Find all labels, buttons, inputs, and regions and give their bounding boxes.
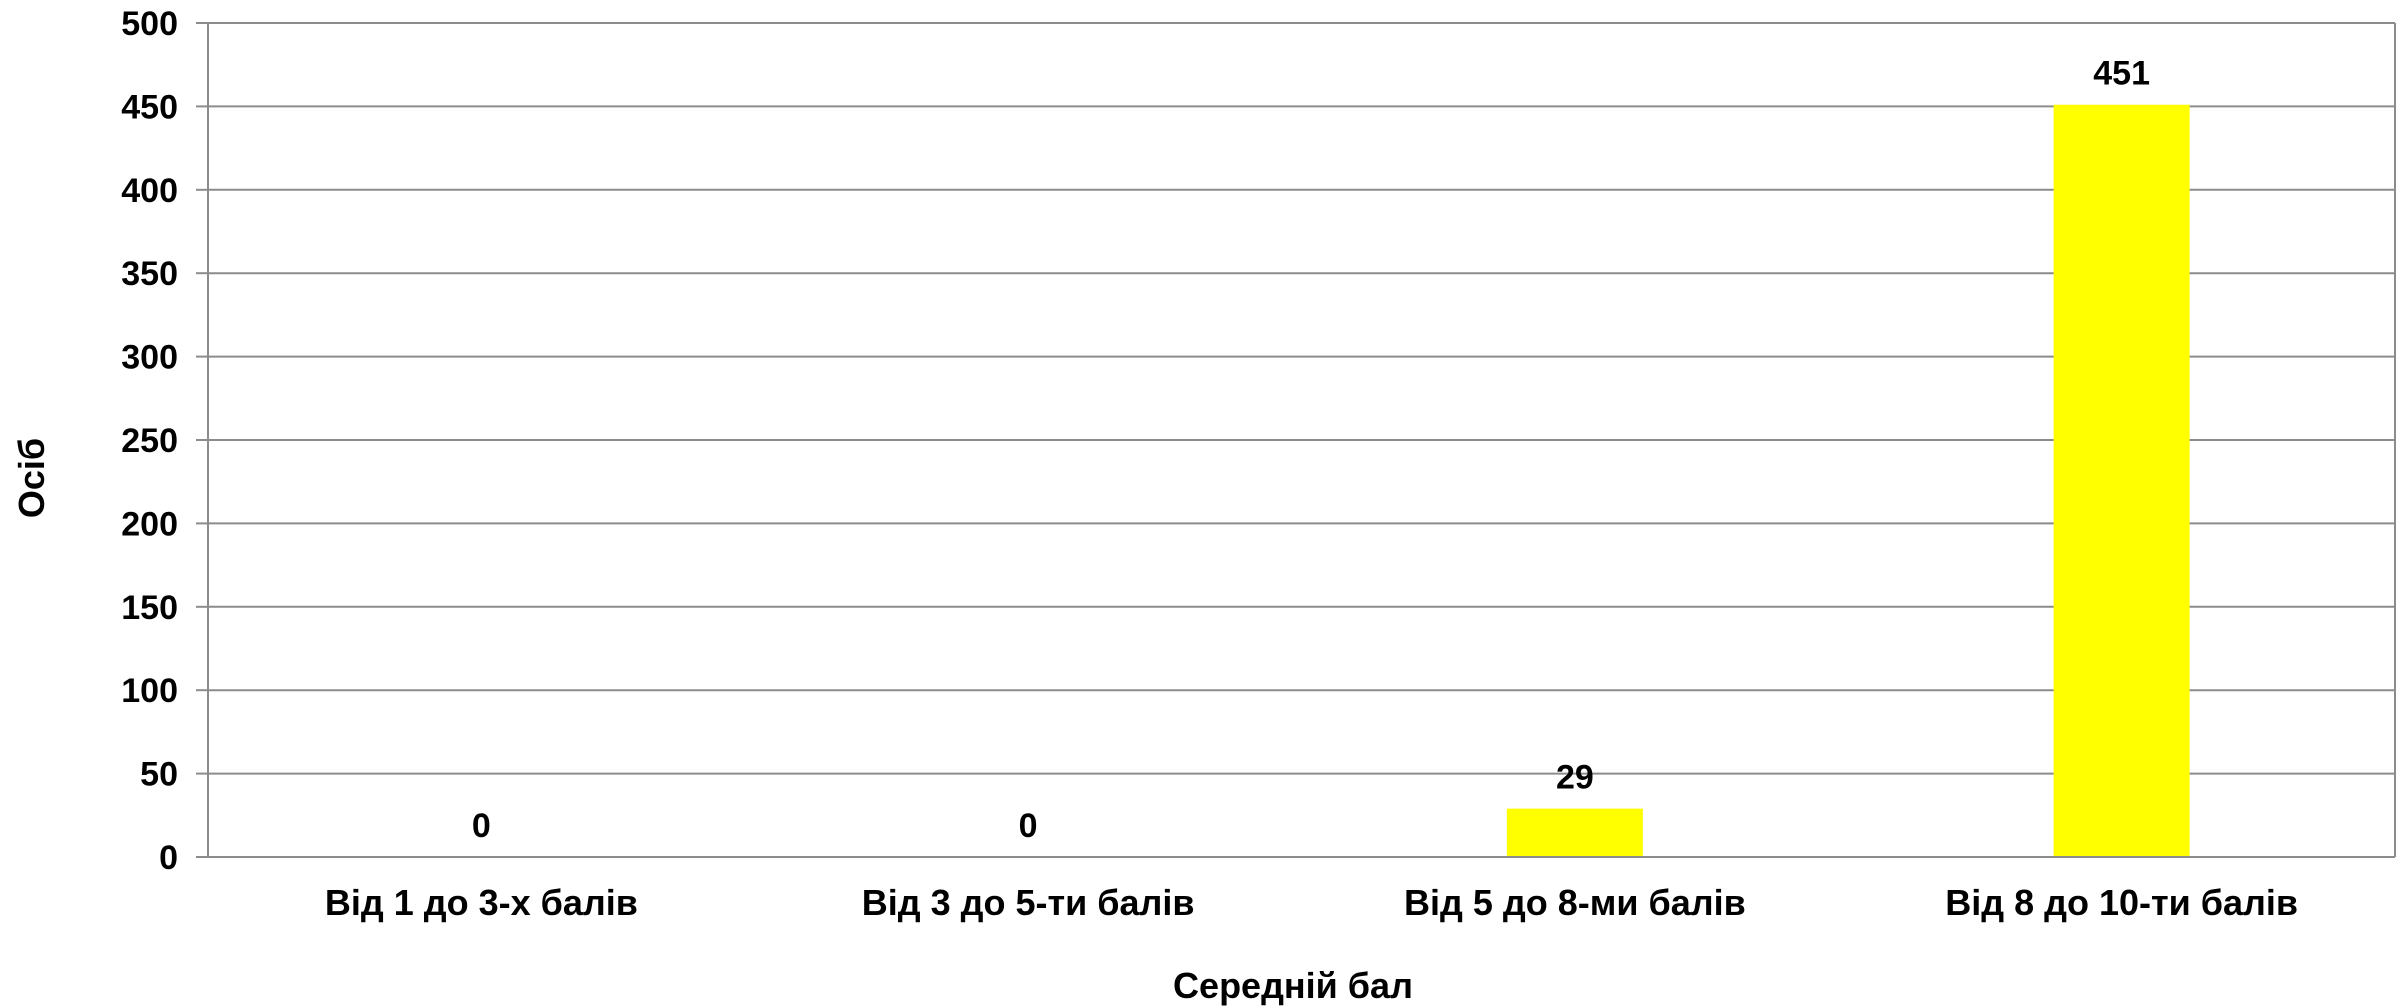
y-tick-label: 0 (159, 839, 178, 877)
bar (1506, 808, 1643, 857)
data-label: 29 (1556, 759, 1594, 797)
bar (2053, 104, 2190, 858)
bars (1506, 104, 2190, 858)
y-tick-label: 350 (121, 255, 178, 293)
gridlines (196, 22, 2395, 858)
data-labels: 0 0 29 451 (472, 55, 2150, 845)
x-tick-labels: Від 1 до 3-х балів Від 3 до 5-ти балів Від… (325, 882, 2298, 923)
y-tick-labels: 0 50 100 150 200 250 300 350 400 450 500 (121, 5, 178, 877)
x-tick-label: Від 3 до 5-ти балів (862, 882, 1195, 923)
axes (207, 23, 2396, 858)
y-tick-label: 400 (121, 172, 178, 210)
y-tick-label: 300 (121, 339, 178, 377)
x-tick-label: Від 8 до 10-ти балів (1945, 882, 2298, 923)
y-axis-title: Осіб (11, 438, 52, 518)
y-tick-label: 200 (121, 505, 178, 543)
y-tick-label: 250 (121, 422, 178, 460)
y-tick-label: 100 (121, 672, 178, 710)
y-tick-label: 50 (140, 756, 178, 794)
x-axis-title: Середній бал (1173, 965, 1413, 1006)
x-tick-label: Від 1 до 3-х балів (325, 882, 638, 923)
data-label: 0 (1019, 807, 1038, 845)
data-label: 451 (2093, 55, 2150, 93)
y-tick-label: 150 (121, 589, 178, 627)
x-tick-label: Від 5 до 8-ми балів (1404, 882, 1746, 923)
data-label: 0 (472, 807, 491, 845)
y-tick-label: 450 (121, 88, 178, 126)
y-tick-label: 500 (121, 5, 178, 43)
